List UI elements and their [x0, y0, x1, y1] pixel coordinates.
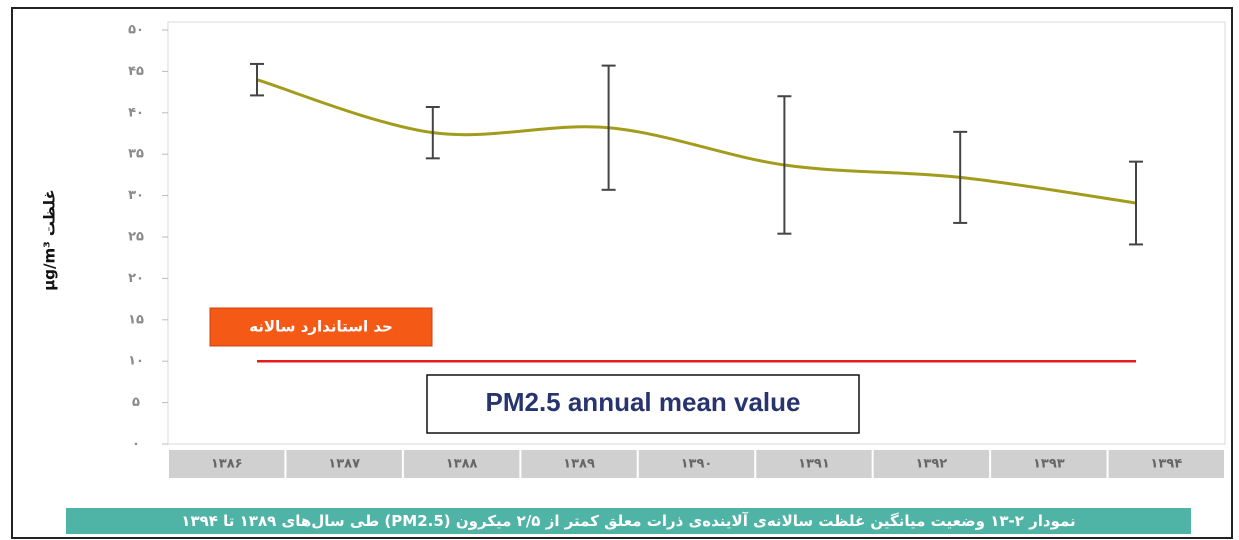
y-tick-label: ۱۰ [128, 354, 144, 369]
error-bar [953, 130, 968, 224]
x-band [756, 450, 872, 478]
x-tick-label: ۱۳۹۳ [1033, 457, 1065, 472]
frame [11, 7, 1233, 539]
standard-label: حد استاندارد سالانه [249, 318, 393, 336]
y-tick-label: ۵۰ [128, 23, 144, 38]
error-bar [250, 62, 264, 97]
error-bar [777, 95, 792, 235]
series-line [256, 78, 1137, 205]
y-tick-label: ۱۵ [128, 312, 144, 327]
x-tick-label: ۱۳۸۸ [446, 457, 478, 472]
x-tick-label: ۱۳۸۶ [211, 457, 243, 472]
y-tick-label: ۲۰ [128, 271, 144, 286]
y-tick-label: ۲۵ [128, 230, 144, 245]
x-tick-label: ۱۳۹۱ [798, 457, 830, 472]
x-tick-label: ۱۳۸۹ [563, 457, 595, 472]
error-bar [601, 64, 616, 191]
x-tick-label: ۱۳۸۷ [328, 457, 360, 472]
x-band [638, 450, 755, 478]
y-tick-label: ۰ [132, 437, 140, 452]
y-tick-label: ۳۵ [128, 147, 144, 162]
y-tick-label: ۴۰ [128, 105, 144, 120]
annotation: PM2.5 annual mean value [485, 387, 800, 417]
x-band [286, 450, 402, 478]
y-tick-label: ۴۵ [128, 64, 144, 79]
x-band [521, 450, 637, 478]
standard-box [209, 307, 433, 347]
x-band [169, 450, 285, 478]
x-band [1108, 450, 1224, 478]
error-bar [425, 106, 440, 160]
x-tick-label: ۱۳۹۲ [916, 457, 948, 472]
y-tick-label: ۳۰ [128, 188, 144, 203]
plot-area [167, 21, 1226, 445]
caption: نمودار ۲-۱۳ وضعیت میانگین غلظت سالانه‌ی … [66, 508, 1191, 534]
x-band [403, 450, 520, 478]
y-tick-label: ۵ [132, 395, 140, 410]
x-band [991, 450, 1107, 478]
x-tick-label: ۱۳۹۰ [681, 457, 713, 472]
x-tick-label: ۱۳۹۴ [1150, 457, 1182, 472]
y-axis-label: µg/m³ غلظت [41, 189, 59, 291]
x-band [873, 450, 990, 478]
annotation-box [426, 374, 860, 434]
error-bar [1129, 160, 1143, 246]
